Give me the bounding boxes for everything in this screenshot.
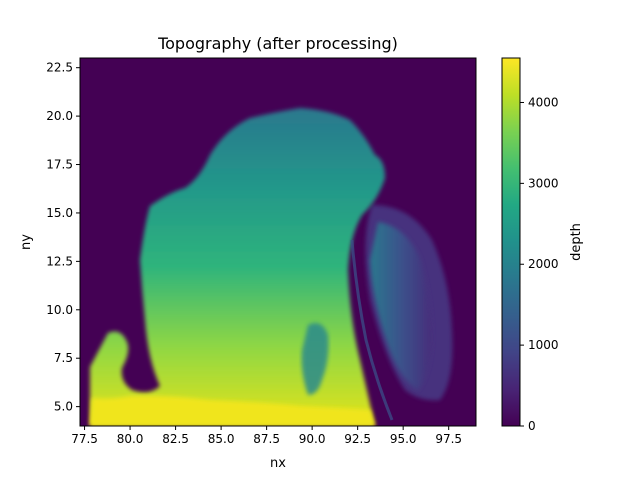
x-tick-label: 80.0 [117, 432, 144, 446]
y-tick-label: 20.0 [46, 109, 73, 123]
y-tick-label: 12.5 [46, 254, 73, 268]
colorbar-tick-label: 3000 [528, 176, 559, 190]
colorbar-label: depth [569, 223, 584, 261]
x-axis-ticks: 77.5 80.0 82.5 85.0 87.5 90.0 92.5 95.0 97.5 [71, 426, 462, 446]
colorbar-tick-label: 0 [528, 419, 536, 433]
colorbar-tick-label: 1000 [528, 338, 559, 352]
y-tick-label: 22.5 [46, 61, 73, 75]
y-tick-label: 7.5 [54, 351, 73, 365]
y-tick-label: 17.5 [46, 158, 73, 172]
x-tick-label: 82.5 [162, 432, 189, 446]
colorbar [501, 57, 521, 427]
x-axis-label: nx [270, 456, 286, 471]
colorbar-ticks: 0 1000 2000 3000 4000 [520, 95, 559, 433]
x-tick-label: 77.5 [71, 432, 98, 446]
y-tick-label: 10.0 [46, 303, 73, 317]
x-tick-label: 85.0 [208, 432, 235, 446]
southern-deep-basin [90, 395, 375, 426]
y-axis-label: ny [19, 234, 34, 250]
eastern-ridge [370, 222, 432, 390]
chart-title: Topography (after processing) [157, 34, 398, 53]
colorbar-tick-label: 2000 [528, 257, 559, 271]
heatmap-image [80, 58, 476, 426]
y-tick-label: 15.0 [46, 206, 73, 220]
ridge-line [350, 239, 394, 421]
x-tick-label: 92.5 [344, 432, 371, 446]
x-tick-label: 87.5 [253, 432, 280, 446]
colorbar-tick-label: 4000 [528, 95, 559, 109]
x-tick-label: 97.5 [435, 432, 462, 446]
y-axis-ticks: 5.0 7.5 10.0 12.5 15.0 17.5 20.0 22.5 [46, 61, 80, 414]
x-tick-label: 95.0 [390, 432, 417, 446]
y-tick-label: 5.0 [54, 400, 73, 414]
plot-frame [79, 57, 477, 427]
x-tick-label: 90.0 [299, 432, 326, 446]
shallow-patch [301, 322, 329, 395]
